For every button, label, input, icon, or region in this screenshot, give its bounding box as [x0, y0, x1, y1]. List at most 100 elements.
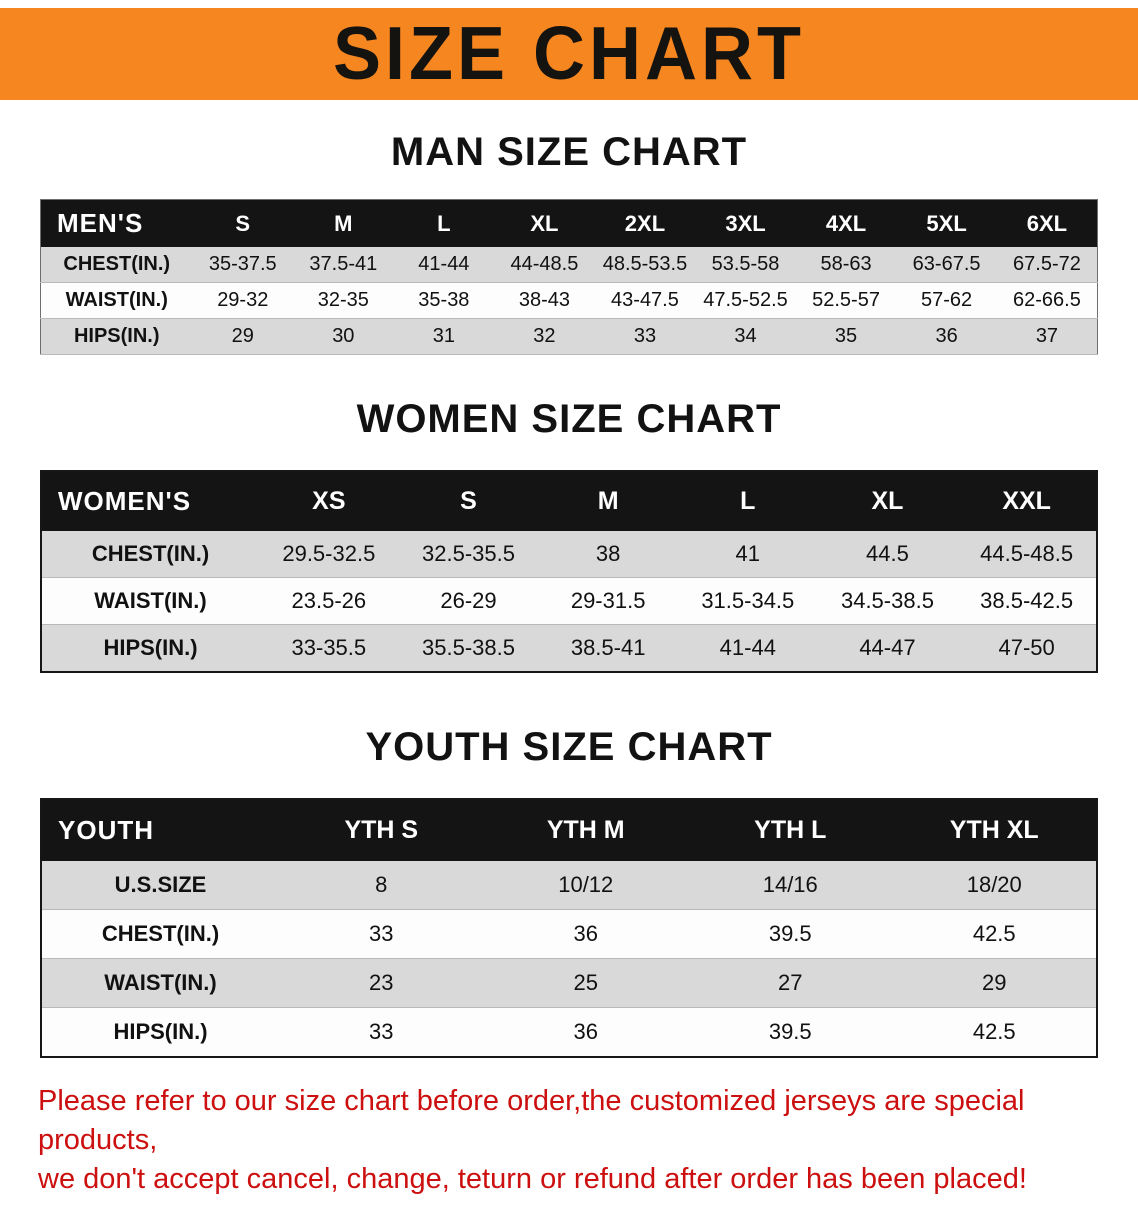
value-cell: 48.5-53.5: [594, 247, 696, 283]
value-cell: 58-63: [795, 247, 897, 283]
value-cell: 31: [393, 318, 495, 355]
man-size-chart-section: MAN SIZE CHART MEN'S S M L XL 2XL 3XL 4XL 5XL 6XL…: [0, 130, 1138, 355]
row-label-cell: HIPS(IN.): [41, 624, 259, 673]
value-cell: 36: [483, 1007, 688, 1058]
disclaimer-text: Please refer to our size chart before or…: [38, 1082, 1100, 1199]
value-cell: 44.5: [817, 531, 958, 578]
value-cell: 42.5: [892, 909, 1097, 959]
value-cell: 23: [279, 958, 484, 1008]
value-cell: 36: [896, 318, 997, 355]
value-cell: 33: [279, 909, 484, 959]
youth-size-table: YOUTH YTH S YTH M YTH L YTH XL U.S.SIZE 8 10/12…: [40, 798, 1098, 1058]
value-cell: 10/12: [483, 861, 688, 910]
value-cell: 57-62: [896, 282, 997, 319]
row-label-cell: U.S.SIZE: [41, 861, 279, 910]
women-size-table: WOMEN'S XS S M L XL XXL CHEST(IN.) 29.5-32.5 32.5…: [40, 470, 1098, 673]
column-header-cell: 3XL: [695, 199, 796, 247]
value-cell: 41-44: [393, 247, 495, 283]
row-label-cell: CHEST(IN.): [41, 909, 279, 959]
column-header-cell: M: [293, 199, 394, 247]
column-header-cell: XL: [817, 471, 958, 531]
value-cell: 33: [594, 318, 696, 355]
row-label-cell: WAIST(IN.): [40, 282, 193, 319]
value-cell: 47-50: [957, 624, 1097, 673]
table-row: HIPS(IN.) 29 30 31 32 33 34 35 36 37: [40, 318, 1098, 355]
value-cell: 42.5: [892, 1007, 1097, 1058]
table-row: CHEST(IN.) 35-37.5 37.5-41 41-44 44-48.5 48.5…: [40, 247, 1098, 283]
column-header-cell: 2XL: [594, 199, 696, 247]
table-row: WAIST(IN.) 29-32 32-35 35-38 38-43 43-47.5 47.…: [40, 282, 1098, 319]
table-header-row: MEN'S S M L XL 2XL 3XL 4XL 5XL 6XL: [40, 199, 1098, 247]
value-cell: 8: [279, 861, 484, 910]
disclaimer-line-1: Please refer to our size chart before or…: [38, 1085, 1025, 1157]
value-cell: 62-66.5: [996, 282, 1098, 319]
women-section-heading: WOMEN SIZE CHART: [356, 397, 782, 441]
value-cell: 32-35: [293, 282, 394, 319]
column-header-cell: XL: [494, 199, 595, 247]
table-header-row: WOMEN'S XS S M L XL XXL: [41, 471, 1097, 531]
table-title-cell: MEN'S: [40, 199, 193, 247]
column-header-cell: L: [677, 471, 818, 531]
row-label-cell: HIPS(IN.): [41, 1007, 279, 1058]
youth-section-heading: YOUTH SIZE CHART: [365, 725, 773, 769]
value-cell: 39.5: [688, 909, 893, 959]
value-cell: 33-35.5: [259, 624, 399, 673]
row-label-cell: CHEST(IN.): [41, 531, 259, 578]
row-label-cell: HIPS(IN.): [40, 318, 193, 355]
value-cell: 23.5-26: [259, 577, 399, 625]
value-cell: 39.5: [688, 1007, 893, 1058]
value-cell: 33: [279, 1007, 484, 1058]
table-row: U.S.SIZE 8 10/12 14/16 18/20: [41, 861, 1097, 910]
value-cell: 67.5-72: [996, 247, 1098, 283]
value-cell: 38: [538, 531, 678, 578]
value-cell: 25: [483, 958, 688, 1008]
youth-size-chart-section: YOUTH SIZE CHART YOUTH YTH S YTH M YTH L YTH…: [0, 725, 1138, 1058]
value-cell: 38-43: [494, 282, 595, 319]
table-title-cell: WOMEN'S: [41, 471, 259, 531]
value-cell: 31.5-34.5: [677, 577, 818, 625]
value-cell: 52.5-57: [795, 282, 897, 319]
value-cell: 34: [695, 318, 796, 355]
value-cell: 29-32: [192, 282, 294, 319]
column-header-cell: 4XL: [795, 199, 897, 247]
size-chart-banner: SIZE CHART: [0, 8, 1138, 100]
value-cell: 63-67.5: [896, 247, 997, 283]
table-row: HIPS(IN.) 33 36 39.5 42.5: [41, 1007, 1097, 1058]
column-header-cell: 5XL: [896, 199, 997, 247]
value-cell: 30: [293, 318, 394, 355]
value-cell: 29: [892, 958, 1097, 1008]
value-cell: 41-44: [677, 624, 818, 673]
value-cell: 32: [494, 318, 595, 355]
value-cell: 38.5-42.5: [957, 577, 1097, 625]
table-row: CHEST(IN.) 33 36 39.5 42.5: [41, 909, 1097, 959]
table-row: HIPS(IN.) 33-35.5 35.5-38.5 38.5-41 41-44 44-…: [41, 624, 1097, 673]
row-label-cell: WAIST(IN.): [41, 958, 279, 1008]
column-header-cell: XXL: [957, 471, 1097, 531]
women-size-chart-section: WOMEN SIZE CHART WOMEN'S XS S M L XL XXL CHEST(…: [0, 397, 1138, 673]
value-cell: 35-38: [393, 282, 495, 319]
table-row: CHEST(IN.) 29.5-32.5 32.5-35.5 38 41 44.5 44.5…: [41, 531, 1097, 578]
value-cell: 44-47: [817, 624, 958, 673]
column-header-cell: YTH M: [483, 799, 688, 861]
column-header-cell: XS: [259, 471, 399, 531]
value-cell: 29.5-32.5: [259, 531, 399, 578]
column-header-cell: YTH S: [279, 799, 484, 861]
value-cell: 37.5-41: [293, 247, 394, 283]
column-header-cell: S: [398, 471, 539, 531]
value-cell: 34.5-38.5: [817, 577, 958, 625]
table-row: WAIST(IN.) 23.5-26 26-29 29-31.5 31.5-34.5 34…: [41, 577, 1097, 625]
value-cell: 29-31.5: [538, 577, 678, 625]
value-cell: 43-47.5: [594, 282, 696, 319]
table-row: WAIST(IN.) 23 25 27 29: [41, 958, 1097, 1008]
column-header-cell: YTH XL: [892, 799, 1097, 861]
column-header-cell: S: [192, 199, 294, 247]
value-cell: 26-29: [398, 577, 539, 625]
value-cell: 44.5-48.5: [957, 531, 1097, 578]
value-cell: 32.5-35.5: [398, 531, 539, 578]
value-cell: 35: [795, 318, 897, 355]
value-cell: 47.5-52.5: [695, 282, 796, 319]
row-label-cell: WAIST(IN.): [41, 577, 259, 625]
table-title-cell: YOUTH: [41, 799, 279, 861]
value-cell: 18/20: [892, 861, 1097, 910]
column-header-cell: 6XL: [996, 199, 1098, 247]
